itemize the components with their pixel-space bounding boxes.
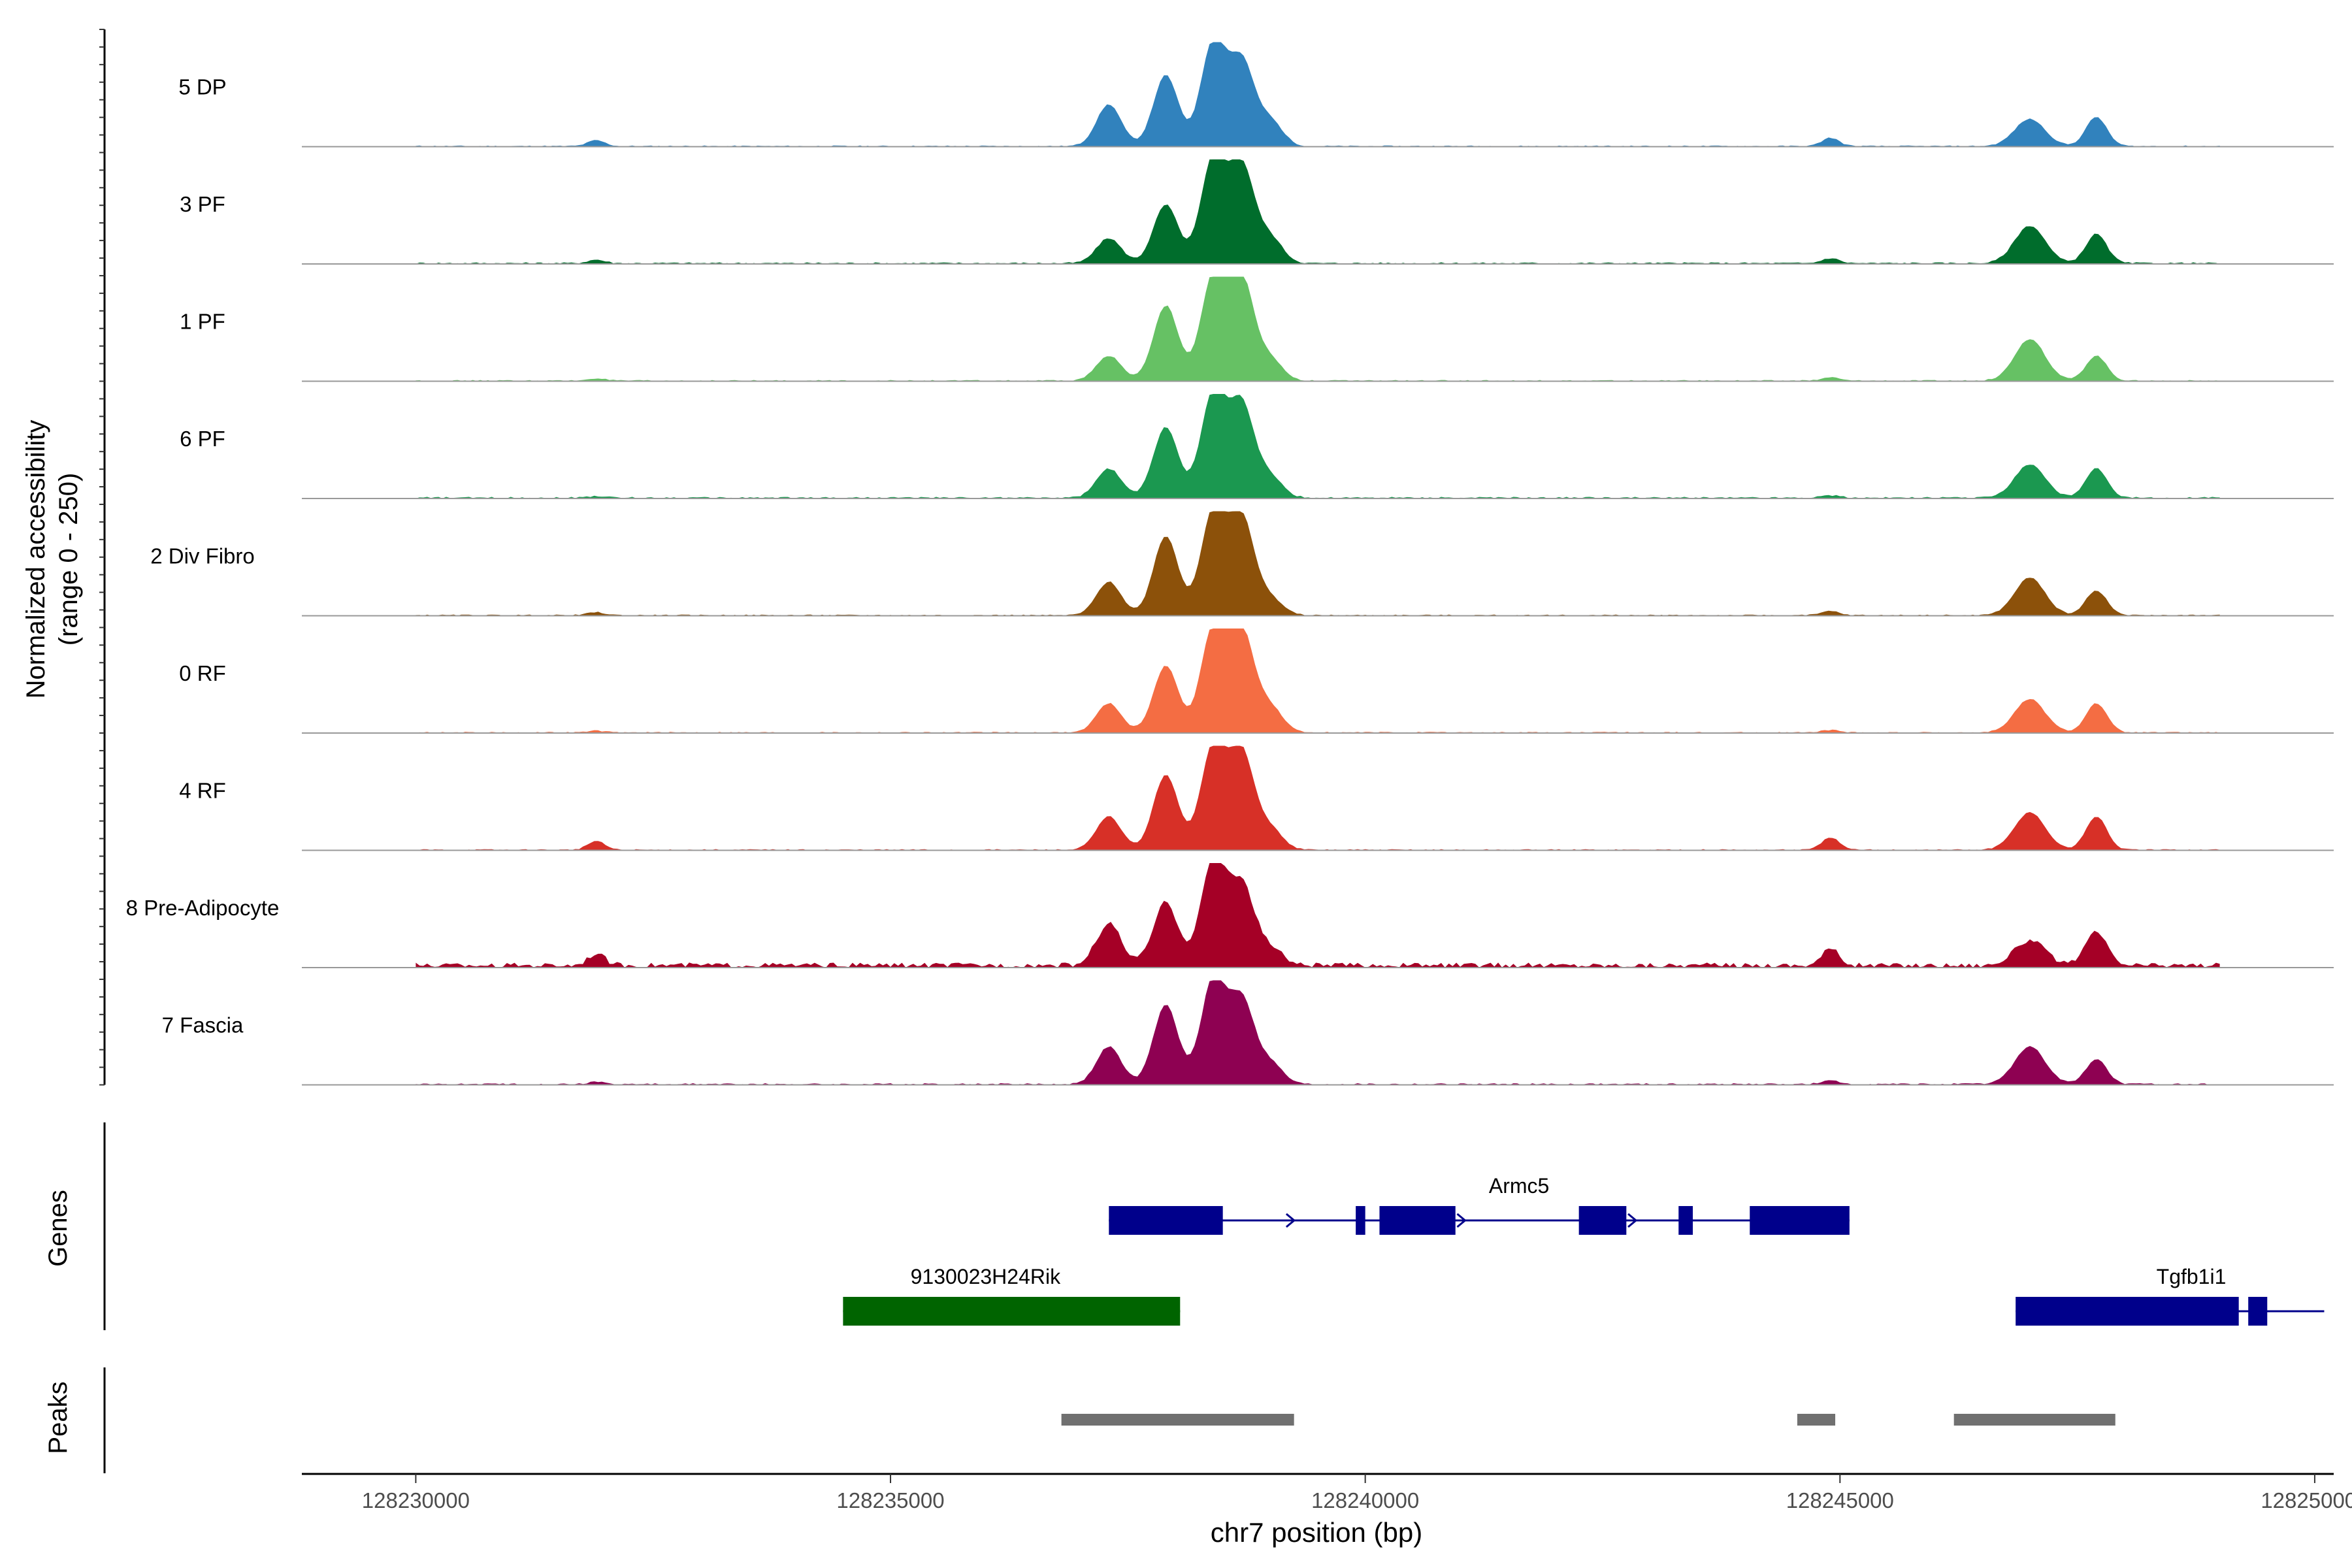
strand-arrow <box>2192 1303 2203 1319</box>
coverage-area <box>416 980 2220 1085</box>
track-label: 3 PF <box>180 192 225 216</box>
coverage-area <box>416 863 2220 968</box>
x-tick-label: 128235000 <box>836 1488 944 1512</box>
y-axis-label-line2: (range 0 - 250) <box>54 473 83 646</box>
strand-arrow <box>1456 1213 1467 1228</box>
strand-arrow <box>1285 1213 1296 1228</box>
strand-arrow <box>2021 1303 2032 1319</box>
x-axis-label: chr7 position (bp) <box>1211 1517 1423 1548</box>
y-axis-label-line1: Normalized accessibility <box>22 420 50 699</box>
coverage-area <box>416 629 2220 733</box>
peak-region <box>1797 1414 1836 1426</box>
coverage-area <box>416 42 2220 147</box>
x-tick-label: 128245000 <box>1786 1488 1894 1512</box>
gene-exon <box>1750 1206 1850 1235</box>
strand-arrow <box>1798 1213 1808 1228</box>
coverage-area <box>416 745 2220 851</box>
gene-exon <box>1356 1206 1365 1235</box>
track-label: 2 Div Fibro <box>150 544 255 568</box>
peak-region <box>1953 1414 2115 1426</box>
gene-label: Armc5 <box>1489 1174 1549 1198</box>
strand-arrow <box>1627 1213 1638 1228</box>
gene-label: Tgfb1i1 <box>2157 1265 2227 1288</box>
gene-exon <box>1379 1206 1456 1235</box>
gene-exon <box>1109 1206 1223 1235</box>
x-tick-label: 128230000 <box>362 1488 470 1512</box>
coverage-area <box>416 276 2220 382</box>
gene-exon <box>1678 1206 1693 1235</box>
peak-region <box>1061 1414 1294 1426</box>
strand-arrow <box>1115 1213 1125 1228</box>
track-label: 7 Fascia <box>162 1013 244 1037</box>
x-tick-label: 128240000 <box>1311 1488 1419 1512</box>
gene-exon <box>843 1297 1181 1326</box>
track-label: 6 PF <box>180 427 225 451</box>
gene-label: 9130023H24Rik <box>911 1265 1062 1288</box>
coverage-area <box>416 159 2220 264</box>
peaks-track-label: Peaks <box>44 1381 73 1454</box>
track-label: 0 RF <box>179 661 226 685</box>
track-label: 8 Pre-Adipocyte <box>126 896 280 920</box>
gene-exon <box>2016 1297 2239 1326</box>
genes-track-label: Genes <box>44 1190 73 1267</box>
track-label: 5 DP <box>178 75 226 99</box>
gene-exon <box>2248 1297 2268 1326</box>
gene-exon <box>1578 1206 1627 1235</box>
track-label: 4 RF <box>179 779 226 803</box>
track-label: 1 PF <box>180 310 225 334</box>
coverage-area <box>416 511 2220 616</box>
coverage-area <box>416 394 2220 498</box>
x-tick-label: 128250000 <box>2261 1488 2352 1512</box>
